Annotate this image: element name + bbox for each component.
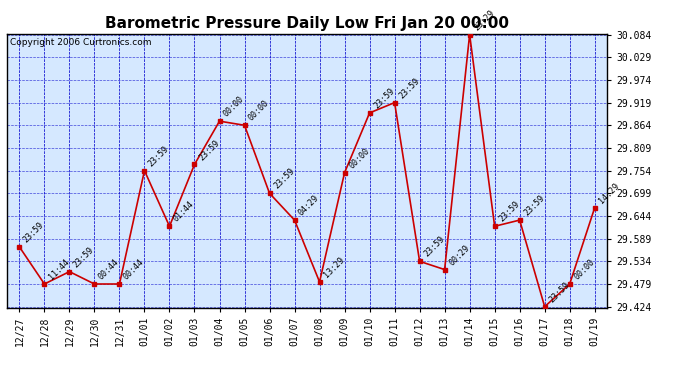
Text: 23:59: 23:59 bbox=[397, 76, 421, 100]
Text: 23:59: 23:59 bbox=[72, 245, 96, 269]
Text: 23:59: 23:59 bbox=[497, 200, 521, 224]
Text: 23:59: 23:59 bbox=[422, 235, 446, 259]
Text: 23:59: 23:59 bbox=[522, 194, 546, 217]
Text: 23:59: 23:59 bbox=[147, 144, 171, 168]
Text: 00:00: 00:00 bbox=[222, 94, 246, 118]
Text: 23:59: 23:59 bbox=[197, 138, 221, 162]
Title: Barometric Pressure Daily Low Fri Jan 20 00:00: Barometric Pressure Daily Low Fri Jan 20… bbox=[105, 16, 509, 31]
Text: 00:00: 00:00 bbox=[247, 99, 271, 123]
Text: 00:29: 00:29 bbox=[447, 243, 471, 267]
Text: 04:29: 04:29 bbox=[297, 194, 321, 217]
Text: 00:00: 00:00 bbox=[572, 258, 596, 282]
Text: 14:29: 14:29 bbox=[598, 181, 621, 205]
Text: 01:44: 01:44 bbox=[172, 200, 196, 224]
Text: 00:44: 00:44 bbox=[97, 258, 121, 282]
Text: 00:00: 00:00 bbox=[347, 146, 371, 170]
Text: 23:59: 23:59 bbox=[372, 86, 396, 110]
Text: 23:59: 23:59 bbox=[272, 167, 296, 191]
Text: Copyright 2006 Curtronics.com: Copyright 2006 Curtronics.com bbox=[10, 38, 151, 47]
Text: 00:44: 00:44 bbox=[122, 258, 146, 282]
Text: 11:44: 11:44 bbox=[47, 258, 71, 282]
Text: 23:59: 23:59 bbox=[22, 220, 46, 245]
Text: 23:59: 23:59 bbox=[547, 280, 571, 304]
Text: 23:29: 23:29 bbox=[472, 8, 496, 32]
Text: 13:29: 13:29 bbox=[322, 255, 346, 279]
